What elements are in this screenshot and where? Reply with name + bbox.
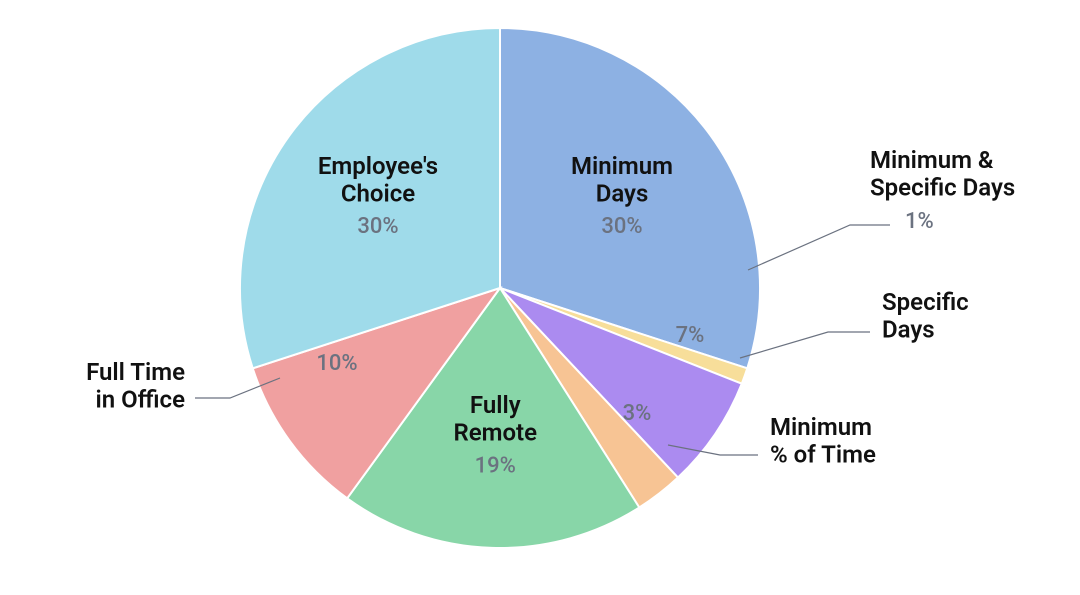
- ext-label-minimum-pct-of-time: % of Time: [770, 441, 876, 469]
- slice-label-minimum-days: Days: [596, 179, 649, 207]
- slice-label-minimum-days: Minimum: [571, 152, 673, 180]
- slice-pct-minimum-days: 30%: [601, 214, 642, 239]
- ext-pct-full-time-in-office: 10%: [316, 351, 357, 376]
- ext-label-specific-days: Specific: [882, 288, 969, 316]
- ext-label-specific-days: Days: [882, 316, 935, 344]
- slice-pct-employees-choice: 30%: [357, 214, 398, 239]
- ext-label-minimum-and-specific-days: Specific Days: [870, 174, 1015, 202]
- slice-label-fully-remote: Fully: [470, 391, 521, 419]
- ext-label-minimum-and-specific-days: Minimum &: [870, 146, 994, 174]
- slice-label-employees-choice: Employee's: [318, 152, 438, 180]
- slice-label-employees-choice: Choice: [341, 179, 415, 207]
- ext-label-full-time-in-office: in Office: [96, 386, 186, 414]
- leader-specific-days: [740, 332, 870, 358]
- slice-label-fully-remote: Remote: [453, 419, 537, 447]
- ext-pct-specific-days: 7%: [676, 323, 705, 348]
- ext-pct-minimum-and-specific-days: 1%: [905, 209, 934, 234]
- work-policy-pie-chart: MinimumDays30%Minimum &Specific Days1%Sp…: [0, 0, 1080, 595]
- ext-label-full-time-in-office: Full Time: [86, 358, 185, 386]
- ext-pct-minimum-pct-of-time: 3%: [623, 401, 652, 426]
- ext-label-minimum-pct-of-time: Minimum: [770, 413, 872, 441]
- slice-pct-fully-remote: 19%: [475, 453, 516, 478]
- leader-minimum-and-specific-days: [748, 225, 890, 270]
